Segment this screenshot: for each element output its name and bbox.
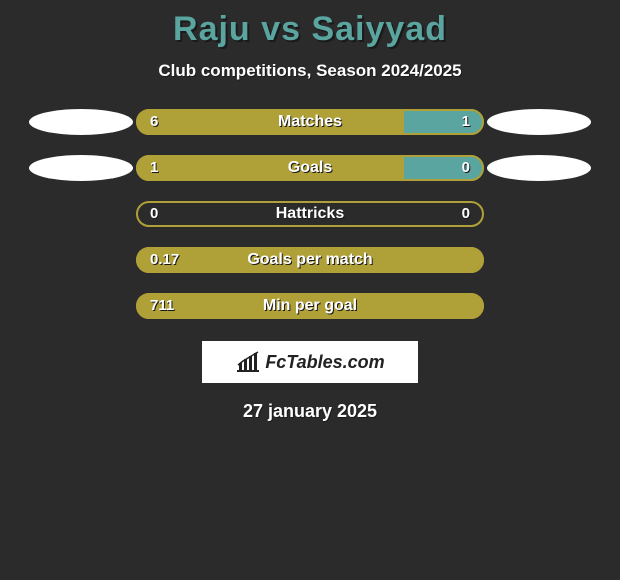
stat-bar: 0.17Goals per match bbox=[136, 247, 484, 273]
stat-label: Matches bbox=[136, 109, 484, 135]
brand-box: FcTables.com bbox=[202, 341, 418, 383]
stat-row: 0.17Goals per match bbox=[0, 247, 620, 273]
right-badge-slot bbox=[484, 109, 594, 135]
stat-label: Hattricks bbox=[136, 201, 484, 227]
bar-chart-icon bbox=[235, 351, 261, 373]
player2-badge bbox=[487, 155, 591, 181]
stat-bar: 61Matches bbox=[136, 109, 484, 135]
date-line: 27 january 2025 bbox=[0, 401, 620, 422]
player1-badge bbox=[29, 155, 133, 181]
stat-label: Goals bbox=[136, 155, 484, 181]
left-badge-slot bbox=[26, 155, 136, 181]
player1-badge bbox=[29, 109, 133, 135]
stat-row: 10Goals bbox=[0, 155, 620, 181]
right-badge-slot bbox=[484, 155, 594, 181]
stat-row: 00Hattricks bbox=[0, 201, 620, 227]
brand-text: FcTables.com bbox=[265, 352, 384, 373]
stat-label: Min per goal bbox=[136, 293, 484, 319]
stats-container: 61Matches 10Goals 00Hattricks 0.17Goals per… bbox=[0, 109, 620, 319]
player1-name: Raju bbox=[173, 10, 251, 48]
vs-word: vs bbox=[261, 10, 301, 48]
stat-bar: 711Min per goal bbox=[136, 293, 484, 319]
player2-name: Saiyyad bbox=[311, 10, 447, 48]
stat-label: Goals per match bbox=[136, 247, 484, 273]
left-badge-slot bbox=[26, 109, 136, 135]
stat-row: 61Matches bbox=[0, 109, 620, 135]
player2-badge bbox=[487, 109, 591, 135]
stat-bar: 10Goals bbox=[136, 155, 484, 181]
stat-bar: 00Hattricks bbox=[136, 201, 484, 227]
page-title: Raju vs Saiyyad bbox=[0, 0, 620, 49]
subtitle: Club competitions, Season 2024/2025 bbox=[0, 61, 620, 81]
stat-row: 711Min per goal bbox=[0, 293, 620, 319]
